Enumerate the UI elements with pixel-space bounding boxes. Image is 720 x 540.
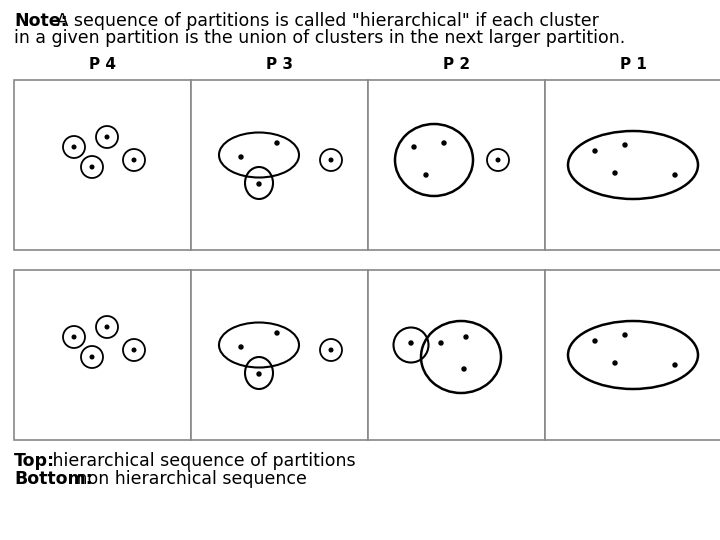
Circle shape	[257, 182, 261, 186]
Text: hierarchical sequence of partitions: hierarchical sequence of partitions	[47, 452, 356, 470]
Circle shape	[72, 335, 76, 339]
Circle shape	[613, 361, 617, 365]
Circle shape	[496, 158, 500, 162]
Bar	[545, 80, 720, 250]
Circle shape	[464, 335, 468, 339]
Circle shape	[90, 355, 94, 359]
Circle shape	[593, 339, 597, 343]
Bar	[191, 270, 368, 440]
Text: A sequence of partitions is called "hierarchical" if each cluster: A sequence of partitions is called "hier…	[51, 12, 599, 30]
Bar	[545, 270, 720, 440]
Bar	[191, 80, 368, 250]
Bar	[14, 80, 191, 250]
Circle shape	[409, 341, 413, 345]
Circle shape	[72, 145, 76, 149]
Circle shape	[329, 158, 333, 162]
Circle shape	[462, 367, 466, 371]
Circle shape	[613, 171, 617, 175]
Circle shape	[132, 158, 136, 162]
Circle shape	[439, 341, 443, 345]
Circle shape	[442, 141, 446, 145]
Circle shape	[593, 149, 597, 153]
Text: Bottom:: Bottom:	[14, 470, 93, 488]
Text: in a given partition is the union of clusters in the next larger partition.: in a given partition is the union of clu…	[14, 29, 625, 47]
Circle shape	[623, 143, 627, 147]
Circle shape	[275, 331, 279, 335]
Circle shape	[275, 141, 279, 145]
Circle shape	[239, 155, 243, 159]
Circle shape	[673, 363, 677, 367]
Text: P 1: P 1	[620, 57, 647, 72]
Text: Top:: Top:	[14, 452, 55, 470]
Circle shape	[257, 372, 261, 376]
Circle shape	[424, 173, 428, 177]
Text: non hierarchical sequence: non hierarchical sequence	[71, 470, 307, 488]
Circle shape	[105, 325, 109, 329]
Text: P 2: P 2	[443, 57, 470, 72]
Circle shape	[105, 135, 109, 139]
Circle shape	[329, 348, 333, 352]
Circle shape	[623, 333, 627, 337]
Text: P 3: P 3	[266, 57, 293, 72]
Circle shape	[239, 345, 243, 349]
Bar	[14, 270, 191, 440]
Bar	[368, 80, 545, 250]
Circle shape	[673, 173, 677, 177]
Bar	[368, 270, 545, 440]
Circle shape	[90, 165, 94, 169]
Circle shape	[132, 348, 136, 352]
Text: Note:: Note:	[14, 12, 68, 30]
Text: P 4: P 4	[89, 57, 116, 72]
Circle shape	[412, 145, 416, 149]
